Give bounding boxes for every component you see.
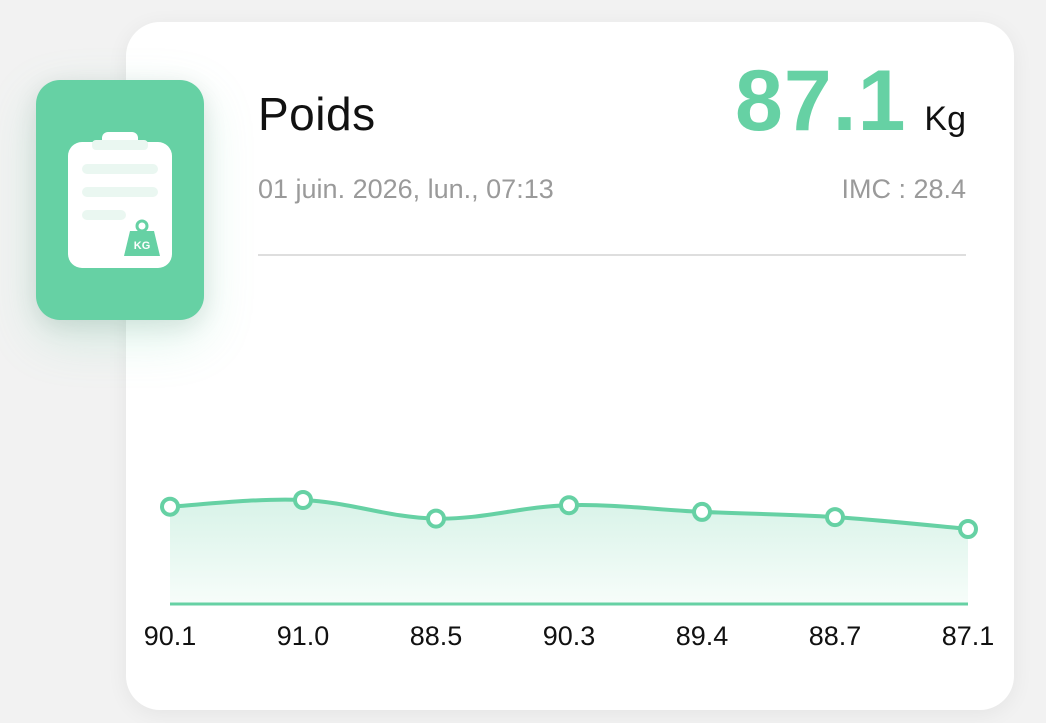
x-tick-label: 91.0 — [277, 621, 330, 651]
x-tick-label: 87.1 — [942, 621, 995, 651]
data-point[interactable] — [426, 508, 446, 529]
kg-label: KG — [134, 240, 151, 252]
data-point[interactable] — [293, 490, 313, 510]
weight-value: 87.1 — [735, 53, 907, 149]
metric-title: Poids — [258, 88, 376, 140]
bmi-value: IMC : 28.4 — [841, 174, 966, 204]
measurement-datetime: 01 juin. 2026, lun., 07:13 — [258, 174, 554, 204]
data-point[interactable] — [160, 496, 180, 517]
x-tick-label: 88.5 — [410, 621, 463, 651]
data-point[interactable] — [825, 507, 845, 528]
weight-unit: Kg — [924, 100, 966, 138]
data-point[interactable] — [559, 495, 579, 516]
x-tick-label: 90.1 — [144, 621, 197, 651]
x-tick-label: 89.4 — [676, 621, 729, 651]
clipboard-scale-icon: KG — [68, 132, 172, 268]
divider — [258, 254, 966, 256]
current-value: 87.1 Kg — [735, 56, 966, 146]
x-tick-label: 88.7 — [809, 621, 862, 651]
trend-area — [170, 499, 968, 604]
weight-badge: KG — [36, 80, 204, 320]
data-point[interactable] — [958, 519, 978, 539]
x-tick-label: 90.3 — [543, 621, 596, 651]
data-point[interactable] — [692, 501, 712, 522]
